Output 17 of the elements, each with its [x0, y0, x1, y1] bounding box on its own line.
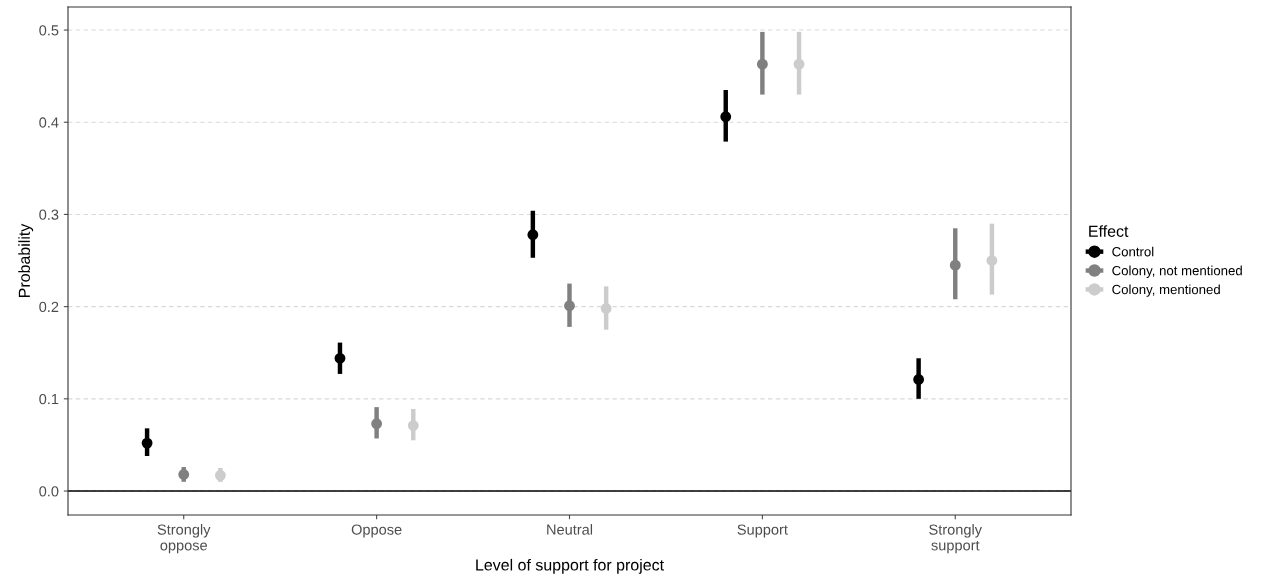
legend-label: Colony, mentioned [1112, 284, 1220, 297]
y-tick-label: 0.2 [39, 301, 59, 313]
legend-title: Effect [1089, 225, 1129, 237]
legend-label: Control [1112, 246, 1154, 257]
x-tick-label: Oppose [351, 524, 402, 538]
y-tick-label: 0.5 [39, 25, 59, 36]
x-tick-label: Neutral [547, 524, 593, 535]
y-tick-label: 0.4 [39, 117, 59, 128]
x-tick-label: Strongly support [929, 524, 982, 554]
legend-label: Colony, not mentioned [1112, 265, 1242, 278]
x-axis-title: Level of support for project [476, 558, 664, 574]
y-tick-label: 0.3 [39, 209, 59, 220]
y-tick-label: 0.0 [39, 486, 59, 497]
x-tick-label: Support [737, 524, 788, 538]
x-tick-label: Strongly oppose [157, 524, 211, 554]
y-axis-title: Probability [18, 223, 34, 297]
y-tick-label: 0.1 [39, 393, 59, 405]
